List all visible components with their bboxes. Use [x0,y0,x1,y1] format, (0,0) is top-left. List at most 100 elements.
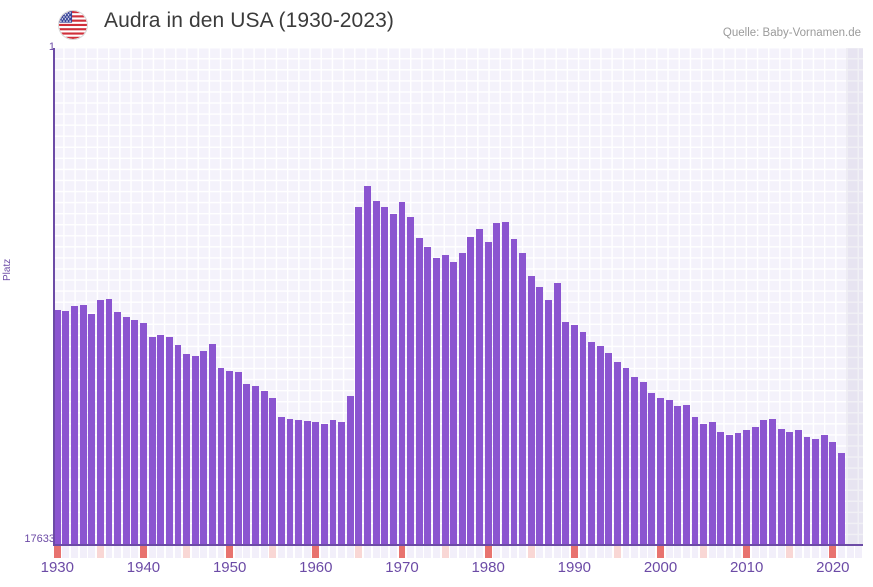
no-data-region [845,48,863,545]
bar[interactable] [493,222,501,545]
x-tick [381,546,389,558]
bar[interactable] [243,383,251,545]
bar[interactable] [484,241,492,545]
bar[interactable] [269,397,277,545]
bar[interactable] [234,372,242,545]
bar[interactable] [751,426,759,545]
bar[interactable] [501,221,509,545]
bar[interactable] [596,346,604,545]
bar[interactable] [545,300,552,545]
bar[interactable] [200,351,208,545]
bar[interactable] [131,320,139,545]
bar[interactable] [794,429,802,545]
bar[interactable] [639,381,647,545]
x-tick [751,546,759,558]
bar[interactable] [691,416,699,545]
x-tick [157,546,165,558]
bar[interactable] [286,418,294,545]
bar[interactable] [53,310,61,545]
bar[interactable] [433,257,440,545]
bar[interactable] [424,246,432,545]
bar[interactable] [165,337,173,545]
x-tick [260,546,268,558]
bar[interactable] [458,252,466,545]
bar[interactable] [838,452,845,545]
bar[interactable] [519,252,527,545]
bar[interactable] [381,207,389,545]
x-tick-major [570,546,578,558]
bar[interactable] [71,306,78,545]
bar[interactable] [96,300,104,545]
bar[interactable] [570,325,578,545]
bar[interactable] [364,186,371,545]
bar[interactable] [191,356,199,545]
bar[interactable] [415,237,423,545]
bar[interactable] [260,390,268,545]
bar[interactable] [631,377,639,545]
bar[interactable] [148,337,156,545]
bar[interactable] [208,344,216,545]
bar[interactable] [605,353,613,545]
bar[interactable] [79,305,87,545]
bar[interactable] [588,342,595,545]
bar[interactable] [648,392,656,545]
bar[interactable] [812,438,820,545]
bar[interactable] [743,429,751,545]
bar[interactable] [277,416,285,545]
bar[interactable] [717,431,725,545]
bar[interactable] [389,214,397,545]
bar[interactable] [820,434,828,545]
bar[interactable] [562,322,570,545]
bar[interactable] [346,395,354,545]
bar[interactable] [312,421,320,545]
bar[interactable] [665,399,673,545]
bar[interactable] [708,421,716,545]
bar[interactable] [320,423,328,545]
bar[interactable] [657,397,664,545]
bar[interactable] [295,419,303,545]
bar[interactable] [579,332,587,545]
bar[interactable] [62,311,70,545]
bar[interactable] [613,362,621,545]
bar[interactable] [355,207,363,545]
bar[interactable] [122,317,130,545]
bar[interactable] [338,421,346,545]
bar[interactable] [536,286,544,545]
bar[interactable] [803,436,811,545]
bar[interactable] [157,335,165,545]
bar[interactable] [777,428,785,545]
bar[interactable] [734,432,742,545]
bar[interactable] [786,431,794,545]
bar[interactable] [725,434,733,545]
bar[interactable] [114,312,122,545]
bar[interactable] [183,354,190,545]
bar[interactable] [398,202,406,545]
bar[interactable] [174,345,182,545]
x-tick-minor [96,546,104,558]
bar[interactable] [88,313,96,545]
bar[interactable] [476,228,483,545]
bar[interactable] [303,420,311,545]
bar[interactable] [407,216,415,545]
bar[interactable] [769,418,776,545]
bar[interactable] [622,368,630,545]
bar[interactable] [760,419,768,545]
bar[interactable] [553,282,561,545]
bar[interactable] [682,404,690,545]
bar[interactable] [510,238,518,545]
bar[interactable] [140,322,147,545]
bar[interactable] [674,405,682,545]
bar[interactable] [467,236,475,545]
bar[interactable] [450,261,458,545]
bar[interactable] [527,275,535,545]
bar[interactable] [217,368,225,545]
bar[interactable] [372,201,380,545]
bar[interactable] [829,441,837,545]
x-tick [493,546,501,558]
bar[interactable] [252,385,259,545]
bar[interactable] [441,254,449,545]
bar[interactable] [105,299,113,545]
bar[interactable] [329,419,337,545]
bar[interactable] [700,423,708,545]
bar[interactable] [226,371,234,545]
